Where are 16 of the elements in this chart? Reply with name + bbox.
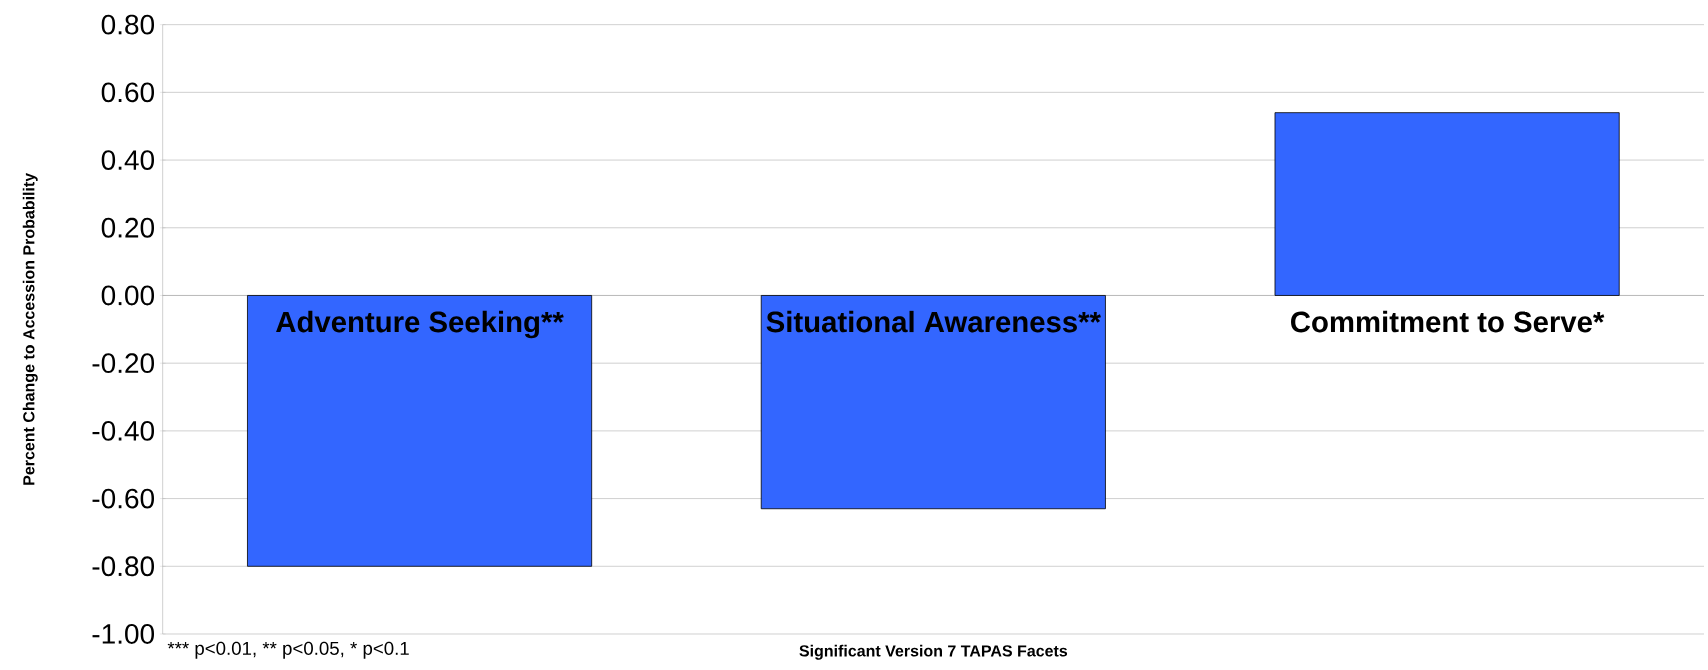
y-tick-label: -0.80 bbox=[92, 556, 155, 577]
y-tick-label: 0.60 bbox=[101, 82, 155, 103]
y-tick-label: -0.60 bbox=[92, 488, 155, 509]
x-tick-label: Adventure Seeking** bbox=[276, 310, 564, 339]
y-axis-title: Percent Change to Accession Probability bbox=[22, 172, 38, 485]
y-tick-label: 0.40 bbox=[101, 150, 155, 170]
y-tick-label: 0.80 bbox=[101, 14, 155, 35]
text: *** p<0.01, ** p<0.05, * p<0.1 bbox=[167, 641, 409, 659]
y-tick-label: -0.40 bbox=[92, 420, 155, 441]
y-tick-label: 0.00 bbox=[101, 285, 155, 306]
x-axis-title: Significant Version 7 TAPAS Facets bbox=[799, 644, 1068, 660]
y-tick-label: -0.20 bbox=[92, 353, 155, 374]
y-tick-label: 0.20 bbox=[101, 217, 155, 238]
x-tick-label: Situational Awareness** bbox=[766, 310, 1101, 333]
x-tick-label: Commitment to Serve* bbox=[1291, 310, 1605, 333]
y-tick-label: -1.00 bbox=[92, 624, 155, 644]
